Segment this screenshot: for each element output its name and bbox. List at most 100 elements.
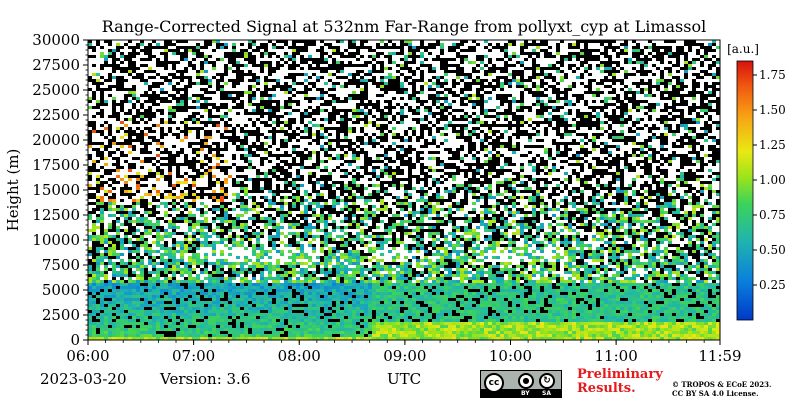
signal-cell [92,142,96,145]
signal-cell [172,220,176,223]
signal-cell [144,241,148,244]
signal-cell [124,73,128,76]
signal-cell [264,238,268,241]
signal-cell [160,226,164,229]
signal-cell [164,280,168,283]
signal-cell [124,208,128,211]
signal-cell [156,319,160,322]
signal-cell [228,202,232,205]
signal-cell [152,208,156,211]
signal-cell [232,277,236,280]
signal-cell [280,289,284,292]
signal-cell [116,214,120,217]
signal-cell [124,43,128,46]
signal-cell [236,205,240,208]
signal-cell [224,142,228,145]
signal-cell [200,142,204,145]
signal-cell [148,73,152,76]
signal-cell [140,175,144,178]
signal-cell [192,253,196,256]
signal-cell [228,289,232,292]
signal-cell [216,133,220,136]
signal-cell [132,178,136,181]
signal-cell [240,268,244,271]
signal-cell [176,172,180,175]
signal-cell [260,196,264,199]
signal-cell [136,217,140,220]
signal-cell [112,298,116,301]
signal-cell [140,160,144,163]
signal-cell [188,58,192,61]
signal-cell [280,313,284,316]
signal-cell [160,43,164,46]
signal-cell [272,205,276,208]
signal-cell [176,85,180,88]
signal-cell [164,40,168,43]
signal-cell [188,316,192,319]
signal-cell [220,40,224,43]
signal-cell [276,151,280,154]
signal-cell [132,208,136,211]
signal-cell [212,280,216,283]
signal-cell [156,85,160,88]
signal-cell [272,244,276,247]
signal-cell [172,331,176,334]
signal-cell [148,79,152,82]
signal-cell [200,178,204,181]
signal-cell [276,121,280,124]
signal-cell [196,274,200,277]
signal-cell [112,220,116,223]
signal-cell [136,145,140,148]
signal-cell [180,187,184,190]
signal-cell [244,43,248,46]
signal-cell [192,262,196,265]
signal-cell [284,220,288,223]
signal-cell [260,151,264,154]
signal-cell [156,142,160,145]
signal-cell [208,223,212,226]
signal-cell [264,280,268,283]
signal-cell [160,79,164,82]
signal-cell [216,229,220,232]
signal-cell [156,130,160,133]
signal-cell [216,55,220,58]
signal-cell [124,196,128,199]
signal-cell [252,313,256,316]
signal-cell [164,274,168,277]
signal-cell [164,106,168,109]
signal-cell [128,118,132,121]
signal-cell [276,337,280,340]
signal-cell [264,88,268,91]
signal-cell [208,253,212,256]
signal-cell [204,334,208,337]
signal-cell [128,328,132,331]
signal-cell [136,163,140,166]
signal-cell [168,304,172,307]
signal-cell [136,124,140,127]
signal-cell [136,316,140,319]
signal-cell [148,316,152,319]
signal-cell [204,337,208,340]
signal-cell [96,205,100,208]
signal-cell [116,322,120,325]
signal-cell [272,70,276,73]
signal-cell [228,64,232,67]
signal-cell [144,220,148,223]
signal-cell [264,115,268,118]
signal-cell [212,166,216,169]
signal-cell [272,169,276,172]
signal-cell [88,127,92,130]
signal-cell [144,148,148,151]
signal-cell [120,40,124,43]
signal-cell [144,61,148,64]
signal-cell [172,172,176,175]
signal-cell [112,289,116,292]
signal-cell [180,322,184,325]
signal-cell [164,298,168,301]
signal-cell [188,190,192,193]
signal-cell [96,154,100,157]
signal-cell [272,49,276,52]
signal-cell [272,178,276,181]
signal-cell [140,163,144,166]
signal-cell [136,193,140,196]
